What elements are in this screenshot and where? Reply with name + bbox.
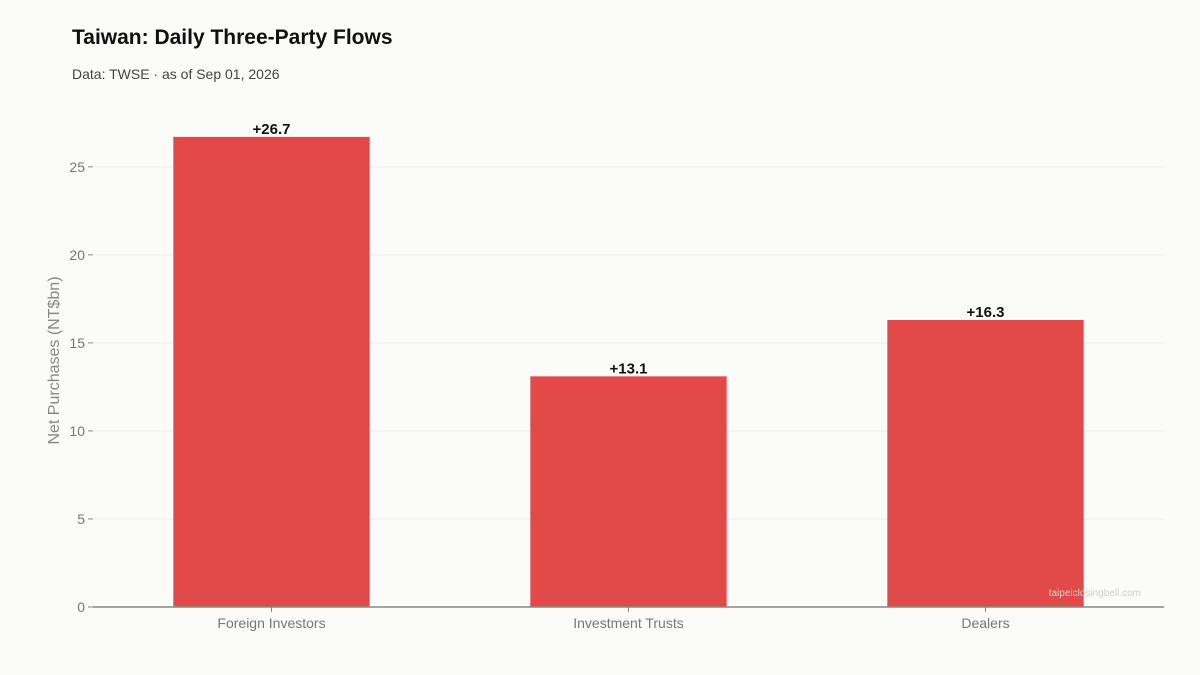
x-tick-label: Foreign Investors [217,615,325,631]
bar-value-label: +13.1 [610,360,648,377]
bar [887,320,1084,607]
x-tick-label: Dealers [961,615,1009,631]
x-tick-label: Investment Trusts [573,615,683,631]
bar [173,136,370,607]
chart-title: Taiwan: Daily Three-Party Flows [72,26,393,49]
bar [530,376,727,607]
y-tick-label: 20 [69,247,85,263]
y-axis-ticks: 0 5 10 15 20 25 [69,159,93,615]
bar-value-label: +16.3 [967,304,1005,321]
y-tick-label: 10 [69,423,85,439]
bar-value-label: +26.7 [253,121,291,138]
watermark: taipeiclosingbell.com [1049,588,1141,599]
y-tick-label: 5 [77,511,85,527]
y-axis-label: Net Purchases (NT$bn) [46,276,63,444]
y-tick-label: 0 [77,599,85,615]
chart-subtitle: Data: TWSE · as of Sep 01, 2026 [72,66,280,82]
y-tick-label: 25 [69,159,85,175]
bars [173,136,1084,607]
x-axis-ticks: Foreign Investors Investment Trusts Dealer… [217,607,1010,631]
data-labels: +26.7 +13.1 +16.3 [253,121,1005,377]
y-tick-label: 15 [69,335,85,351]
